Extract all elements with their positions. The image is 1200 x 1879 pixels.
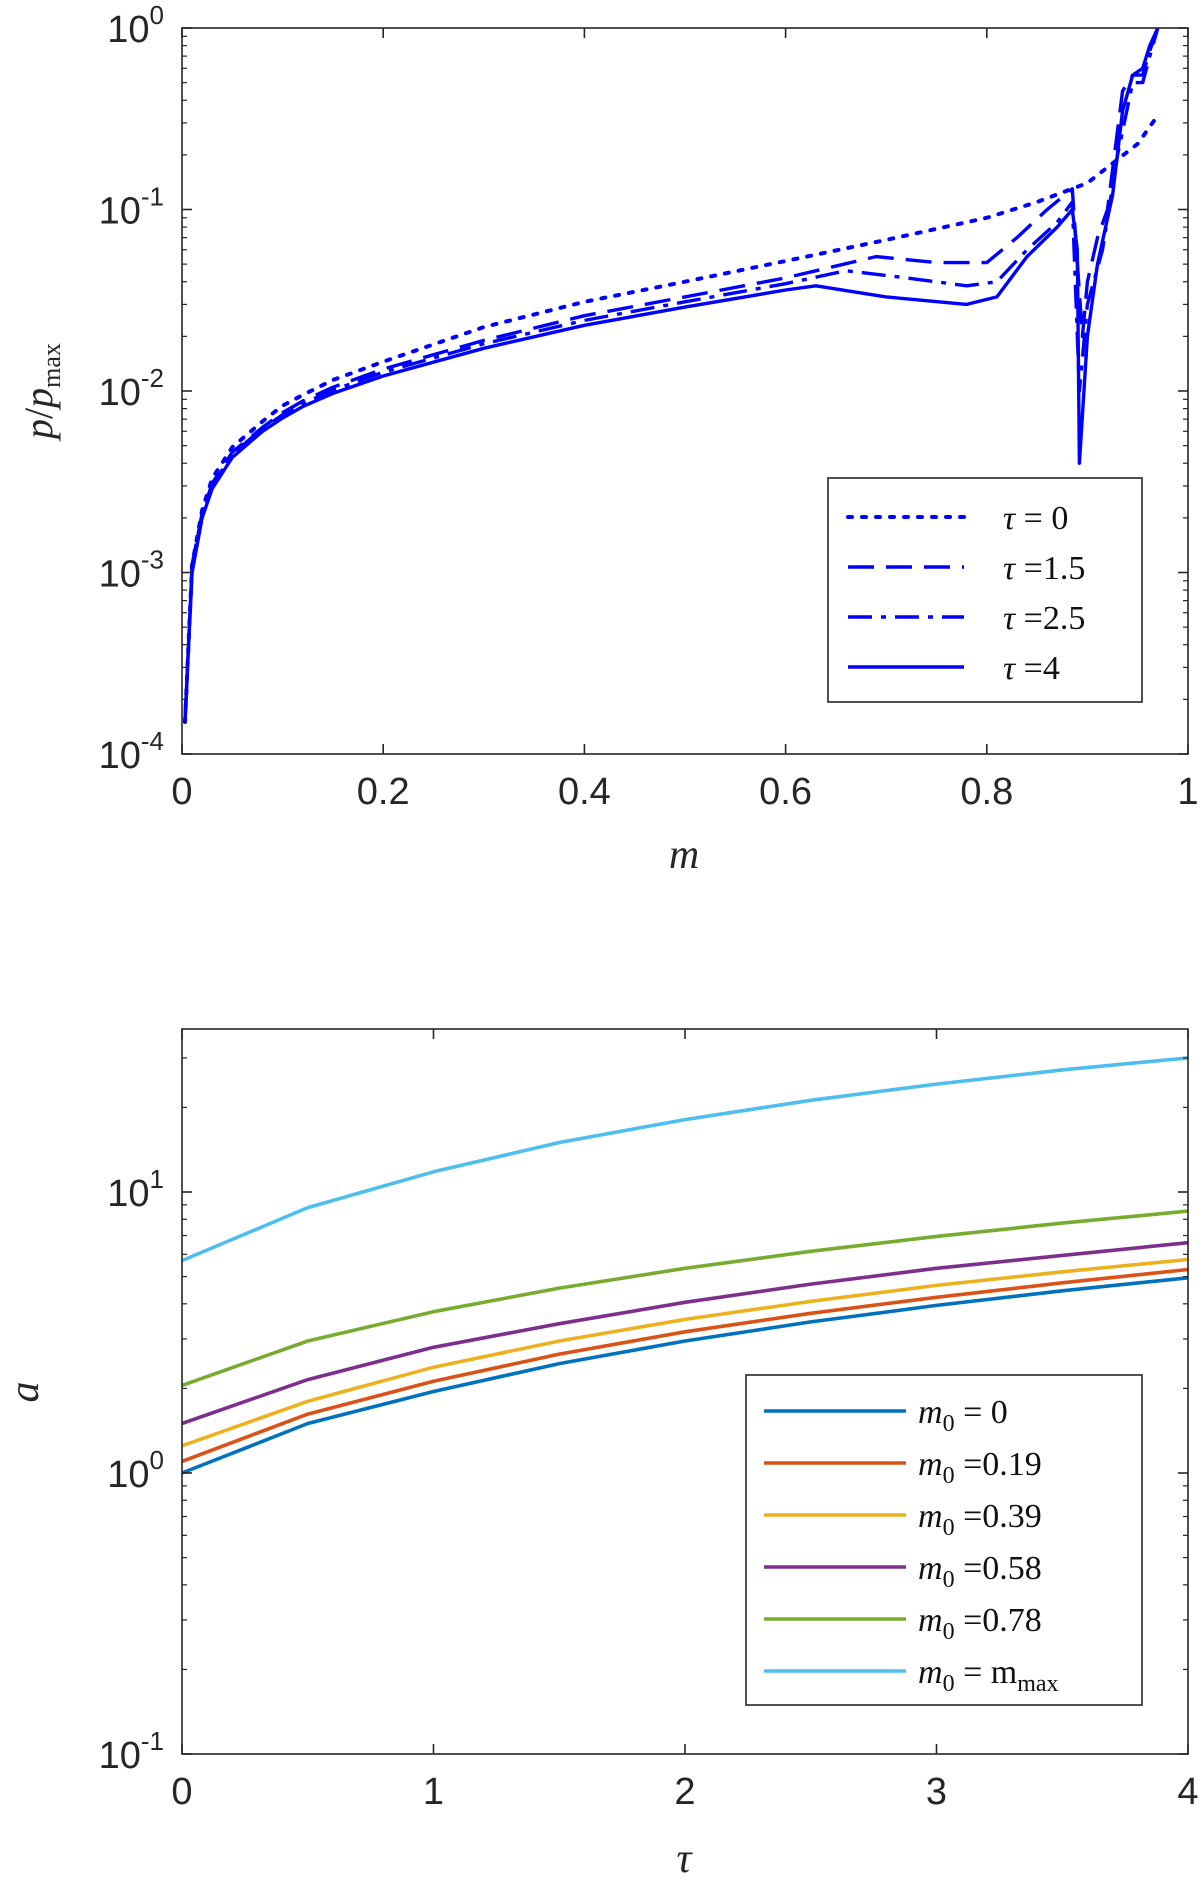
bottom-series-line-3 (181, 1240, 1189, 1426)
top-legend-label-2: τ =2.5 (1003, 600, 1085, 637)
svg-text:p/pmax: p/pmax (16, 343, 66, 442)
bottom-ytick-label: 10-1 (99, 1726, 164, 1777)
bottom-legend-label-1: m0 =0.19 (918, 1446, 1042, 1489)
top-ytick-label: 10-4 (99, 726, 164, 777)
bottom-ytick-label: 101 (107, 1164, 164, 1215)
bottom-ylabel: a (2, 1382, 48, 1403)
bottom-legend: m0 = 0 m0 =0.19 m0 =0.39 m0 =0.58 m0 =0.78 m0… (745, 1374, 1143, 1706)
bottom-series-line-1 (181, 1267, 1189, 1464)
bottom-series-line-5 (181, 1056, 1189, 1263)
top-xtick-label: 0.6 (759, 771, 812, 813)
top-panel: 0 0.2 0.4 0.6 0.8 1 10-4 10-3 10-2 10-1 100 m p/pm… (16, 0, 1199, 878)
top-ytick-label: 10-1 (99, 182, 164, 233)
top-xtick-label: 0.2 (357, 771, 410, 813)
bottom-series-lines (181, 1056, 1189, 1475)
bottom-xtick-label: 3 (926, 1771, 947, 1813)
top-xtick-label: 0 (171, 771, 192, 813)
top-series-lines (183, 27, 1160, 724)
bottom-legend-label-4: m0 =0.78 (918, 1602, 1042, 1645)
top-legend: τ = 0 τ =1.5 τ =2.5 τ =4 (827, 477, 1143, 703)
bottom-legend-label-0: m0 = 0 (918, 1394, 1008, 1437)
bottom-xtick-label: 2 (674, 1771, 695, 1813)
bottom-series-line-4 (181, 1209, 1189, 1388)
top-ytick-label: 10-2 (99, 363, 164, 414)
bottom-xlabel: τ (676, 1836, 693, 1879)
top-xlabel: m (669, 832, 699, 878)
bottom-axis-ticks: 0 1 2 3 4 10-1 100 101 (99, 1029, 1199, 1813)
top-legend-label-3: τ =4 (1003, 650, 1060, 687)
top-xtick-label: 0.8 (960, 771, 1013, 813)
top-series-line-0 (183, 113, 1160, 724)
bottom-series-line-0 (181, 1276, 1189, 1475)
top-xtick-label: 1 (1177, 771, 1198, 813)
top-ytick-label: 10-3 (99, 545, 164, 596)
bottom-xtick-label: 4 (1177, 1771, 1198, 1813)
top-axis-ticks: 0 0.2 0.4 0.6 0.8 1 10-4 10-3 10-2 10-1 100 (99, 0, 1199, 813)
top-series-line-3 (183, 27, 1160, 723)
top-ylabel: p/pmax (16, 343, 66, 442)
bottom-legend-label-2: m0 =0.39 (918, 1498, 1042, 1541)
bottom-xtick-label: 0 (171, 1771, 192, 1813)
top-xtick-label: 0.4 (558, 771, 611, 813)
bottom-legend-label-5: m0 = mmax (918, 1654, 1059, 1697)
bottom-panel: 0 1 2 3 4 10-1 100 101 τ a m0 = 0 m0 =0.19 m0 =0.… (2, 1028, 1199, 1879)
bottom-series-line-2 (181, 1257, 1189, 1448)
top-legend-label-1: τ =1.5 (1003, 550, 1085, 587)
bottom-xtick-label: 1 (423, 1771, 444, 1813)
bottom-legend-box (745, 1374, 1143, 1706)
top-legend-label-0: τ = 0 (1003, 500, 1068, 537)
bottom-legend-label-3: m0 =0.58 (918, 1550, 1042, 1593)
bottom-ytick-label: 100 (107, 1445, 164, 1496)
top-ytick-label: 100 (107, 0, 164, 51)
